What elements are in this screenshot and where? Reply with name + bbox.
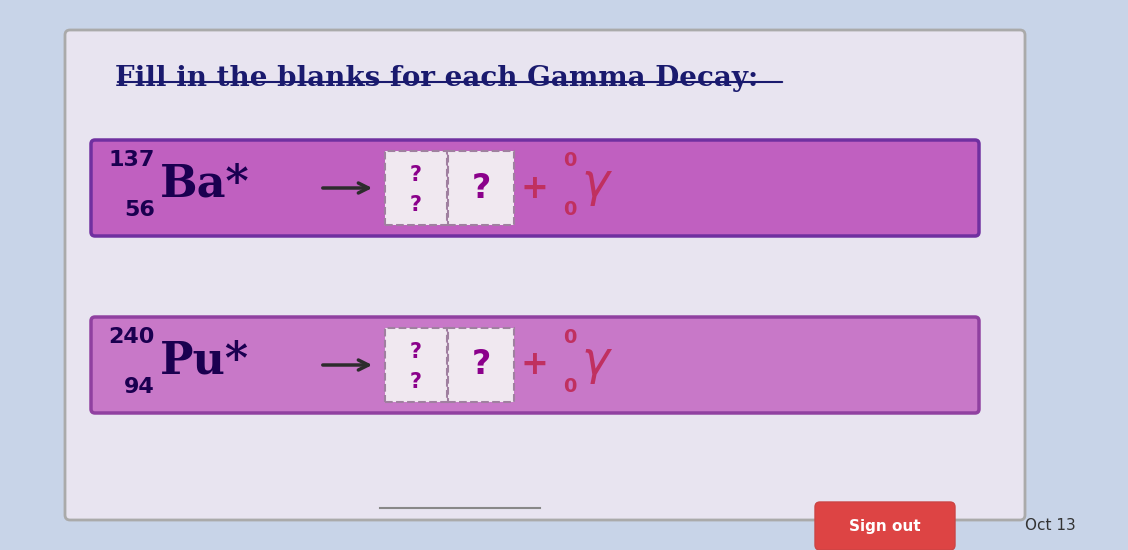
FancyBboxPatch shape [448,328,514,402]
Text: Oct 13: Oct 13 [1024,519,1075,534]
Text: ?: ? [409,165,422,185]
Text: 0: 0 [563,328,576,347]
Text: Ba*: Ba* [160,162,249,206]
FancyBboxPatch shape [385,151,447,225]
Text: 0: 0 [563,151,576,170]
Text: Pu*: Pu* [160,339,249,382]
Text: +: + [520,349,548,382]
FancyBboxPatch shape [91,140,979,236]
FancyBboxPatch shape [448,151,514,225]
Text: 0: 0 [563,377,576,396]
Text: $\gamma$: $\gamma$ [581,340,613,386]
Text: $\gamma$: $\gamma$ [581,163,613,208]
Text: Sign out: Sign out [849,519,920,534]
Text: +: + [520,172,548,205]
Text: Fill in the blanks for each Gamma Decay:: Fill in the blanks for each Gamma Decay: [115,65,758,92]
Text: ?: ? [409,342,422,362]
Text: 240: 240 [108,327,155,347]
Text: 137: 137 [108,150,155,170]
Text: ?: ? [472,172,491,205]
Text: ?: ? [409,195,422,215]
FancyBboxPatch shape [385,328,447,402]
Text: 0: 0 [563,200,576,219]
Text: ?: ? [409,372,422,392]
Text: 94: 94 [124,377,155,397]
Text: ?: ? [472,349,491,382]
Text: 56: 56 [124,200,155,220]
FancyBboxPatch shape [65,30,1025,520]
FancyBboxPatch shape [816,502,955,550]
FancyBboxPatch shape [91,317,979,413]
